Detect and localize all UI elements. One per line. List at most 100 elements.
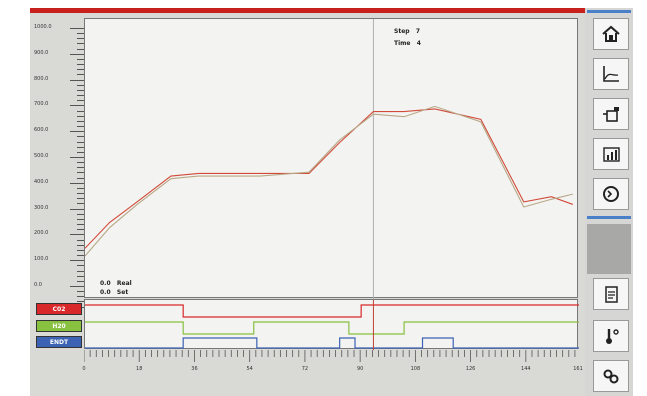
title-bar: [30, 8, 585, 13]
home-button[interactable]: [593, 18, 629, 50]
y-tick-mark: [77, 84, 84, 86]
y-tick-mark: [70, 53, 84, 55]
legend-real-value: 0.0: [100, 280, 111, 287]
y-tick-mark: [77, 141, 84, 143]
y-tick-label: 1000.0: [34, 24, 52, 30]
y-tick-mark: [77, 33, 84, 35]
y-tick-mark: [77, 177, 84, 179]
refresh-icon: [603, 186, 619, 202]
chart-button[interactable]: [593, 58, 629, 90]
y-tick-mark: [77, 275, 84, 277]
y-tick-mark: [77, 218, 84, 220]
step-label: Step: [394, 28, 410, 35]
y-tick-mark: [77, 239, 84, 241]
x-tick-label: 126: [465, 366, 476, 372]
digital-trace-c02: [85, 304, 579, 318]
y-tick-label: 0.0: [34, 282, 42, 288]
y-tick-mark: [77, 43, 84, 45]
x-tick-label: 144: [521, 366, 531, 372]
legend-set-label: Set: [116, 289, 129, 296]
digital-chart: [85, 300, 579, 350]
link-icon: [603, 369, 619, 384]
digital-channel-area: [84, 299, 579, 350]
y-tick-mark: [70, 131, 84, 133]
injector-icon: [603, 107, 619, 122]
y-tick-mark: [77, 187, 84, 189]
y-tick-label: 600.0: [34, 127, 49, 134]
y-tick-mark: [77, 193, 84, 195]
x-tick-label: 72: [301, 366, 309, 372]
line-chart: [85, 19, 574, 299]
legend-set-value: 0.0: [100, 289, 111, 296]
y-axis-ticks: [66, 18, 84, 308]
y-tick-label: 500.0: [34, 153, 49, 159]
y-tick-label: 900.0: [34, 49, 49, 56]
x-tick-label: 90: [356, 366, 364, 372]
series-line-2: [85, 105, 573, 257]
y-tick-mark: [77, 100, 84, 102]
y-tick-mark: [77, 115, 84, 117]
temperature-button[interactable]: [593, 320, 629, 352]
x-tick-label: 54: [246, 366, 253, 372]
sidebar-empty-slot: [587, 224, 631, 274]
y-tick-mark: [77, 224, 84, 226]
channel-endt-chip[interactable]: ENDT: [36, 336, 82, 348]
y-tick-mark: [77, 265, 84, 267]
channel-c02-chip[interactable]: C02: [36, 303, 82, 315]
x-axis-ticks: [83, 350, 576, 362]
channel-h20-chip[interactable]: H20: [36, 320, 82, 332]
x-axis: [83, 349, 578, 363]
step-value: 7: [415, 28, 421, 35]
y-tick-label: 300.0: [34, 204, 49, 211]
y-tick-mark: [77, 229, 84, 231]
link-button[interactable]: [593, 360, 629, 392]
series-line-1: [85, 108, 574, 249]
y-tick-mark: [70, 208, 84, 210]
document-icon: [605, 286, 618, 303]
y-tick-mark: [70, 234, 84, 236]
y-tick-mark: [77, 167, 84, 169]
y-tick-mark: [70, 286, 84, 287]
legend-real-label: Real: [116, 280, 132, 287]
y-tick-mark: [77, 270, 84, 272]
document-button[interactable]: [593, 278, 629, 310]
y-tick-mark: [77, 249, 84, 251]
y-tick-mark: [77, 255, 84, 257]
y-tick-mark: [77, 89, 84, 91]
step-readout: Step 7: [394, 28, 420, 35]
y-tick-mark: [70, 157, 84, 158]
y-tick-label: 200.0: [34, 230, 49, 237]
x-tick-label: 161: [573, 366, 583, 372]
time-value: 4: [416, 40, 421, 47]
time-label: Time: [394, 40, 411, 47]
digital-trace-endt: [85, 337, 579, 349]
y-tick-mark: [77, 95, 84, 97]
y-tick-mark: [77, 280, 84, 282]
y-tick-mark: [77, 64, 84, 66]
y-tick-label: 100.0: [34, 256, 49, 263]
y-tick-mark: [77, 213, 84, 215]
thermometer-icon: [606, 329, 619, 344]
y-tick-mark: [77, 58, 84, 60]
y-tick-mark: [77, 69, 84, 71]
sidebar-separator: [587, 216, 631, 219]
cycle-button[interactable]: [593, 178, 629, 210]
home-icon: [602, 25, 620, 42]
y-tick-mark: [77, 74, 84, 76]
y-tick-label: 400.0: [34, 178, 49, 185]
y-tick-mark: [77, 291, 84, 293]
y-tick-label: 700.0: [34, 101, 49, 108]
x-tick-label: 108: [410, 366, 421, 372]
y-tick-mark: [70, 182, 84, 184]
y-tick-mark: [70, 28, 84, 29]
y-tick-mark: [70, 105, 84, 107]
injector-button[interactable]: [593, 98, 629, 130]
y-tick-mark: [77, 172, 84, 174]
bar-chart-icon: [603, 147, 620, 162]
y-tick-mark: [77, 203, 84, 205]
statistics-button[interactable]: [593, 138, 629, 170]
y-tick-mark: [77, 301, 84, 303]
y-tick-mark: [77, 48, 84, 50]
plot-area[interactable]: [84, 18, 578, 299]
y-tick-mark: [77, 146, 84, 148]
